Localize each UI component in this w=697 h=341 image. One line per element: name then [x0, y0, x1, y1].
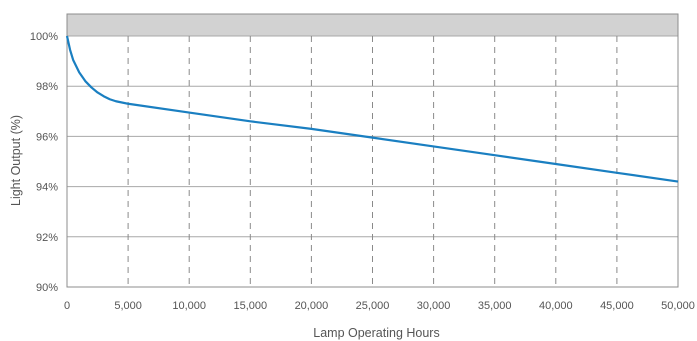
y-tick-labels: 90% 92% 94% 96% 98% 100% [30, 31, 58, 294]
y-tick-label: 100% [30, 31, 58, 43]
x-tick-label: 5,000 [114, 300, 142, 312]
y-tick-label: 96% [36, 131, 58, 143]
x-tick-label: 40,000 [539, 300, 573, 312]
header-band [67, 14, 678, 36]
grid-layer [67, 35, 678, 287]
x-axis-title: Lamp Operating Hours [313, 326, 439, 340]
y-tick-label: 92% [36, 232, 58, 244]
x-tick-label: 15,000 [233, 300, 267, 312]
x-tick-label: 10,000 [172, 300, 206, 312]
x-tick-label: 35,000 [478, 300, 512, 312]
x-tick-labels: 0 5,000 10,000 15,000 20,000 25,000 30,000 35,0… [64, 300, 695, 312]
plot-frame [66, 13, 679, 288]
y-tick-label: 94% [36, 182, 58, 194]
x-tick-label: 20,000 [295, 300, 329, 312]
x-tick-label: 30,000 [417, 300, 451, 312]
x-tick-label: 50,000 [661, 300, 695, 312]
x-tick-label: 0 [64, 300, 70, 312]
y-tick-label: 98% [36, 81, 58, 93]
y-axis-title: Light Output (%) [9, 115, 23, 206]
x-tick-label: 25,000 [356, 300, 390, 312]
series-layer [65, 35, 679, 183]
x-tick-label: 45,000 [600, 300, 634, 312]
y-tick-label: 90% [36, 282, 58, 294]
series-line-0 [65, 35, 679, 183]
plot-band-layer [67, 14, 678, 36]
